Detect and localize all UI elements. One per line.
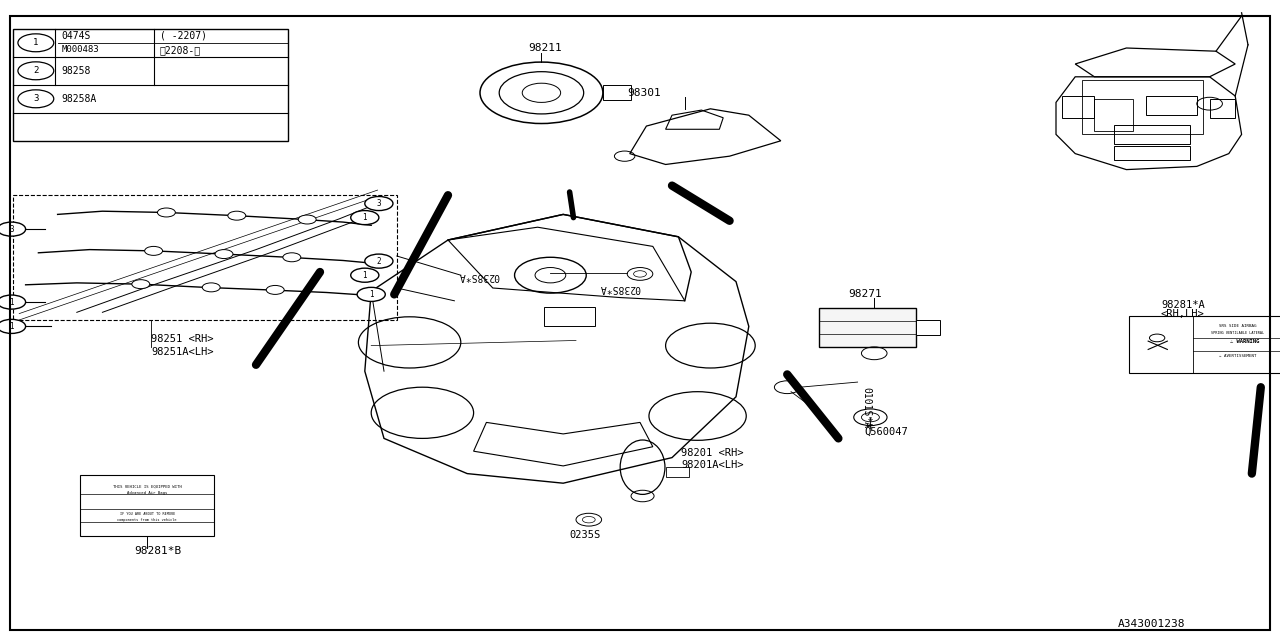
Bar: [13, 29, 288, 141]
Text: 1: 1: [362, 271, 367, 280]
Text: 0101S*A: 0101S*A: [861, 387, 872, 428]
Circle shape: [283, 253, 301, 262]
Text: 1: 1: [369, 290, 374, 299]
Text: 98201 <RH>: 98201 <RH>: [681, 448, 744, 458]
Text: 98281*B: 98281*B: [134, 546, 182, 556]
Text: 98251A<LH>: 98251A<LH>: [151, 347, 214, 357]
Circle shape: [365, 196, 393, 211]
Bar: [1129, 316, 1280, 373]
Bar: [1114, 146, 1190, 160]
Text: THIS VEHICLE IS EQUIPPED WITH: THIS VEHICLE IS EQUIPPED WITH: [113, 484, 182, 488]
Text: 98301: 98301: [627, 88, 660, 98]
Text: ⚠ WARNING: ⚠ WARNING: [1230, 339, 1258, 344]
Text: 98281*A: 98281*A: [1161, 300, 1204, 310]
Text: 3: 3: [9, 225, 14, 234]
Text: SPRING VENTILABLE LATERAL: SPRING VENTILABLE LATERAL: [1211, 331, 1265, 335]
Text: ⚠ AVERTISSEMENT: ⚠ AVERTISSEMENT: [1219, 354, 1257, 358]
Text: 1: 1: [9, 322, 14, 331]
Bar: [666, 467, 689, 477]
Circle shape: [18, 90, 54, 108]
Circle shape: [202, 283, 220, 292]
Circle shape: [228, 211, 246, 220]
Text: 2: 2: [33, 67, 38, 76]
Text: 0238S*A: 0238S*A: [599, 283, 640, 293]
Circle shape: [480, 62, 603, 124]
Circle shape: [351, 268, 379, 282]
Circle shape: [365, 254, 393, 268]
Text: 3: 3: [376, 199, 381, 208]
Text: IF YOU ARE ABOUT TO REMOVE: IF YOU ARE ABOUT TO REMOVE: [119, 512, 175, 516]
Text: 1: 1: [33, 38, 38, 47]
Bar: [1210, 99, 1235, 118]
Text: 0238S*A: 0238S*A: [458, 271, 499, 282]
Text: 98271: 98271: [849, 289, 882, 299]
Bar: [819, 308, 916, 347]
Circle shape: [157, 208, 175, 217]
Text: 0474S: 0474S: [61, 31, 91, 41]
Bar: [1146, 96, 1197, 115]
Text: 1: 1: [9, 298, 14, 307]
Text: 98201A<LH>: 98201A<LH>: [681, 461, 744, 470]
Circle shape: [145, 246, 163, 255]
Text: 98258A: 98258A: [61, 94, 97, 104]
Bar: [603, 85, 631, 100]
Text: 2: 2: [376, 257, 381, 266]
Circle shape: [357, 287, 385, 301]
Circle shape: [266, 285, 284, 294]
Text: SRS SIDE AIRBAG: SRS SIDE AIRBAG: [1219, 324, 1257, 328]
Text: 3: 3: [33, 94, 38, 103]
Text: Advanced Air Bags: Advanced Air Bags: [127, 491, 168, 495]
Circle shape: [18, 62, 54, 80]
Text: 98211: 98211: [529, 44, 562, 53]
Circle shape: [298, 215, 316, 224]
Text: M000483: M000483: [61, 45, 99, 54]
Text: Q560047: Q560047: [864, 428, 908, 437]
Text: components from this vehicle: components from this vehicle: [118, 518, 177, 522]
Circle shape: [0, 295, 26, 309]
Circle shape: [215, 250, 233, 259]
Text: A343001238: A343001238: [1119, 620, 1185, 629]
Bar: [1062, 96, 1094, 118]
Text: ( -2207): ( -2207): [160, 31, 207, 41]
Text: 98251 <RH>: 98251 <RH>: [151, 334, 214, 344]
Text: 0235S: 0235S: [570, 530, 600, 540]
Circle shape: [132, 280, 150, 289]
Bar: [79, 475, 214, 536]
Bar: [916, 320, 940, 335]
Bar: [1114, 125, 1190, 144]
Text: 98258: 98258: [61, 66, 91, 76]
Bar: [1082, 80, 1203, 134]
Circle shape: [0, 319, 26, 333]
Circle shape: [18, 34, 54, 52]
Text: 1: 1: [362, 213, 367, 222]
Circle shape: [0, 222, 26, 236]
Text: 〨2208-〩: 〨2208-〩: [160, 45, 201, 55]
Circle shape: [351, 211, 379, 225]
Bar: [1094, 99, 1133, 131]
Bar: [13, 195, 397, 320]
Bar: [544, 307, 595, 326]
Text: <RH,LH>: <RH,LH>: [1161, 310, 1204, 319]
